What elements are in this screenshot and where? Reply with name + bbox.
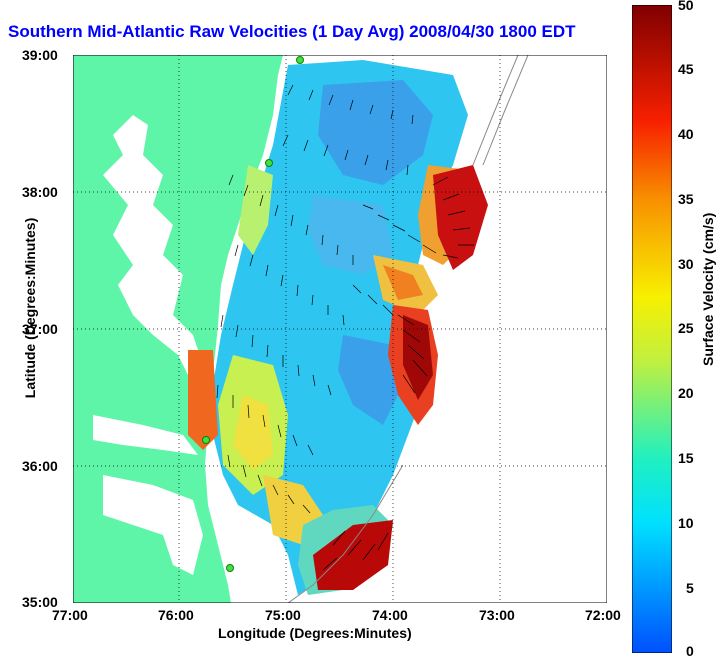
pamlico-sound (103, 475, 203, 575)
radar-station (265, 159, 273, 167)
x-tick: 77:00 (52, 607, 88, 623)
colorbar-tick: 50 (678, 0, 694, 13)
y-tick: 39:00 (22, 47, 58, 63)
colorbar-tick: 30 (678, 256, 694, 272)
colorbar (632, 5, 672, 653)
radar-station (202, 436, 210, 444)
colorbar-tick: 45 (678, 61, 694, 77)
x-tick: 73:00 (479, 607, 515, 623)
colorbar-tick: 35 (678, 191, 694, 207)
colorbar-tick: 20 (678, 385, 694, 401)
colorbar-tick: 40 (678, 126, 694, 142)
colorbar-label: Surface Velocity (cm/s) (700, 212, 716, 366)
x-tick: 74:00 (372, 607, 408, 623)
colorbar-tick: 25 (678, 320, 694, 336)
y-tick: 36:00 (22, 458, 58, 474)
x-axis-label: Longitude (Degrees:Minutes) (218, 625, 412, 641)
colorbar-tick: 15 (678, 450, 694, 466)
chesapeake-bay (103, 115, 205, 385)
albemarle-sound (93, 415, 198, 455)
y-tick: 35:00 (22, 594, 58, 610)
radar-station (226, 564, 234, 572)
x-tick: 72:00 (585, 607, 621, 623)
y-axis-label: Latitude (Degrees:Minutes) (22, 217, 38, 399)
x-tick: 75:00 (265, 607, 301, 623)
y-tick: 37:00 (22, 321, 58, 337)
x-tick: 76:00 (158, 607, 194, 623)
velocity-map (73, 55, 607, 603)
map-title: Southern Mid-Atlantic Raw Velocities (1 … (8, 22, 576, 41)
radar-station (296, 56, 304, 64)
colorbar-tick: 5 (686, 580, 694, 596)
velocity-vectors (216, 84, 474, 571)
colorbar-tick: 10 (678, 515, 694, 531)
colorbar-tick: 0 (686, 643, 694, 659)
y-tick: 38:00 (22, 184, 58, 200)
